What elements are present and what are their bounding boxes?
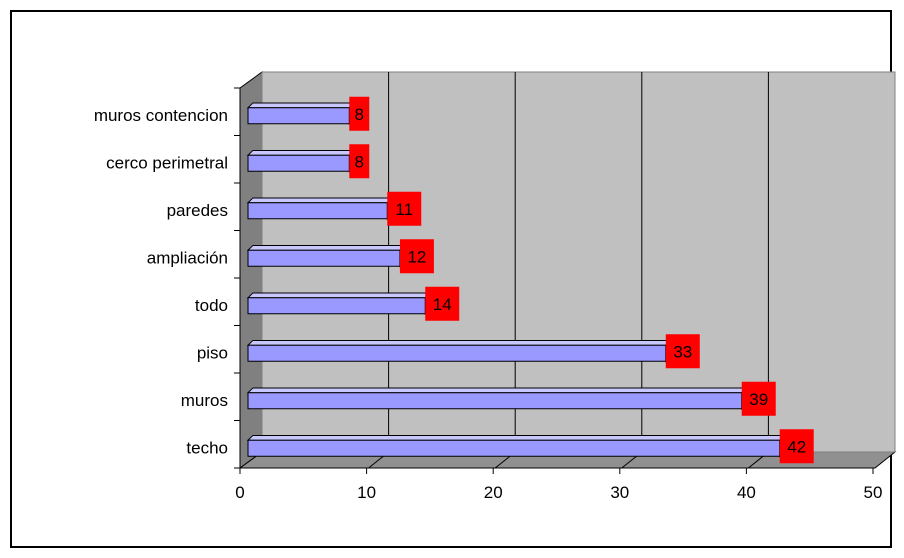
bar-front-face [247,297,426,315]
data-label-bg [399,239,434,274]
category-label: cerco perimetral [106,153,228,172]
category-labels: techo muros piso todo ampliación paredes cerco… [94,106,228,458]
bar-ampliación [246,244,407,268]
bar-top-face [246,102,356,109]
data-label-bg [779,429,814,464]
data-label-bg [349,144,370,179]
data-label-bg [425,286,460,321]
bar-piso [246,339,672,363]
data-label: 42 [787,437,806,456]
data-label: 39 [749,390,768,409]
bar-todo [246,291,432,315]
bar-top-face [246,244,407,251]
data-label-bg [665,334,700,369]
bar-front-face [247,392,743,410]
bar-front-face [247,249,401,267]
bar-top-face [246,292,432,299]
bar-top-face [246,434,786,441]
category-label: piso [197,343,228,362]
axes [234,87,875,474]
x-tick-label: 20 [484,483,503,502]
data-label-bg [349,96,370,131]
x-tick-label: 40 [737,483,756,502]
bar-muros-contencion [246,101,356,125]
data-label: 8 [355,105,364,124]
data-label: 12 [407,247,426,266]
category-label: todo [195,296,228,315]
bar-techo [246,434,786,458]
data-label: 11 [395,200,413,219]
bar-cerco-perimetral [246,149,356,173]
bar-top-face [246,197,394,204]
bar-top-face [246,149,356,156]
data-label: 33 [673,342,692,361]
data-label-bg [387,191,422,226]
x-tick-label: 0 [235,483,244,502]
category-label: ampliación [147,248,228,267]
data-labels: 42 39 33 14 12 11 8 8 [349,96,814,464]
bar-muros [246,386,748,410]
bar-top-face [246,387,748,394]
data-label: 8 [355,152,364,171]
bar-front-face [247,202,388,220]
bar-front-face [247,154,350,172]
x-tick-label: 30 [610,483,629,502]
bar-front-face [247,107,350,125]
bar-front-face [247,344,667,362]
x-tick-label: 10 [357,483,376,502]
category-label: muros contencion [94,106,228,125]
data-label: 14 [433,295,452,314]
bar-front-face [247,439,781,457]
bar-top-face [246,339,672,346]
data-label-bg [741,381,776,416]
x-tick-label: 50 [864,483,883,502]
tick-labels: 0 10 20 30 40 50 [235,483,882,502]
bar-paredes [246,196,394,220]
category-label: techo [186,438,228,457]
category-label: muros [181,391,228,410]
category-label: paredes [167,201,228,220]
